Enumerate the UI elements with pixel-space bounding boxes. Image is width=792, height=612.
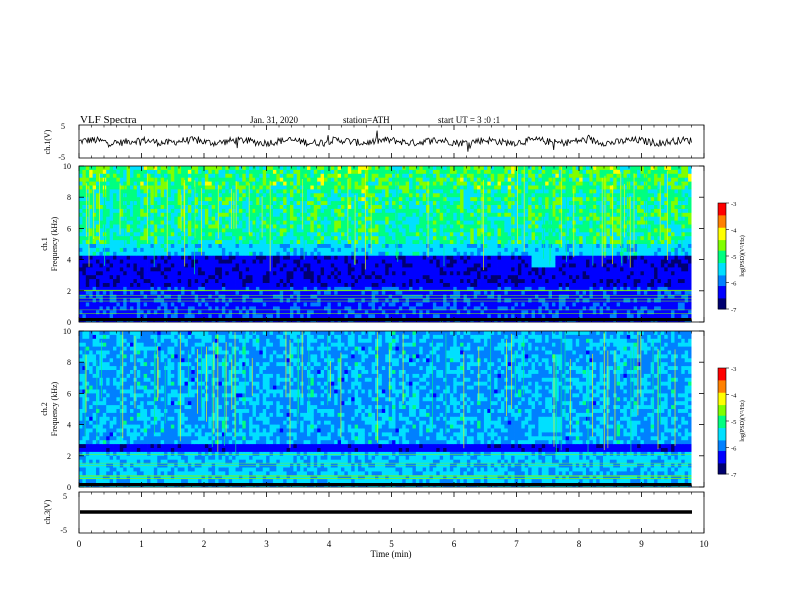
ch1-ytick-group: 0 2 4 6 8 10 [63, 162, 704, 327]
ch1-waveform-panel: 5 -5 ch.1(V) [43, 122, 705, 162]
time-tick-4: 4 [327, 539, 332, 549]
spec2-ytick-4: 4 [67, 421, 71, 430]
time-tick-5: 5 [389, 539, 394, 549]
time-tick-0: 0 [77, 539, 82, 549]
spec1-ytick-2: 2 [67, 287, 71, 296]
cbar2-label: log(PSD)(V²/Hz) [739, 400, 746, 441]
spec1-ytick-0: 0 [67, 318, 71, 327]
ch1-ytick-top: 5 [61, 122, 65, 131]
ch1-waveform-line [79, 130, 692, 152]
ch3-ytick-top: 5 [63, 492, 67, 501]
cbar1-tick-3: -6 [731, 281, 737, 288]
ch1-waveform-ylabel: ch.1(V) [43, 129, 52, 154]
ch2-spectrogram-ylabel-line2: Frequency (kHz) [50, 381, 59, 436]
ch1-spectrogram-ylabel-line1: ch.1 [40, 237, 49, 251]
ch2-spectrogram-panel: 0 2 4 6 8 10 ch.2 Frequency (kHz) -3 -4 -5 -6 -7 l… [40, 327, 746, 492]
station-label: station=ATH [343, 115, 390, 125]
cbar1-tick-0: -3 [731, 201, 736, 208]
spec2-ytick-6: 6 [67, 389, 71, 398]
ch1-colorbar: -3 -4 -5 -6 -7 log(PSD)(V²/Hz) [717, 201, 746, 314]
ch1-spectrogram-image [79, 166, 704, 323]
spec1-ytick-10: 10 [63, 162, 71, 171]
ch1-ytick-bottom: -5 [58, 153, 65, 162]
cbar1-tick-4: -7 [731, 307, 737, 314]
ch2-ytick-group: 0 2 4 6 8 10 [63, 327, 704, 492]
time-tick-1: 1 [139, 539, 144, 549]
spec2-ytick-0: 0 [67, 483, 71, 492]
ch2-spectrogram-ylabel-line1: ch.2 [40, 402, 49, 416]
time-tick-6: 6 [452, 539, 457, 549]
time-axis-label: Time (min) [371, 549, 412, 559]
ch1-spectrogram-panel: 0 2 4 6 8 10 ch.1 Frequency (kHz) -3 -4 -5 -6 -7 l… [40, 162, 746, 327]
spec1-ytick-8: 8 [67, 193, 71, 202]
time-tick-9: 9 [639, 539, 644, 549]
ch3-waveform-panel: 5 -5 ch.3(V) [43, 491, 705, 535]
spec2-ytick-10: 10 [63, 327, 71, 336]
cbar2-tick-0: -3 [731, 366, 736, 373]
cbar2-tick-3: -6 [731, 446, 737, 453]
spec1-ytick-6: 6 [67, 224, 71, 233]
time-tick-8: 8 [577, 539, 582, 549]
spec2-ytick-8: 8 [67, 358, 71, 367]
time-tick-2: 2 [202, 539, 207, 549]
time-axis: 0 1 2 3 4 5 6 7 8 9 10 [77, 125, 709, 549]
ch2-spectrogram-image [79, 331, 704, 488]
cbar2-tick-2: -5 [731, 419, 736, 426]
figure-title: VLF Spectra [80, 114, 137, 126]
time-tick-7: 7 [514, 539, 519, 549]
cbar1-label: log(PSD)(V²/Hz) [739, 235, 746, 276]
time-tick-3: 3 [264, 539, 269, 549]
cbar1-tick-1: -4 [731, 228, 737, 235]
cbar2-tick-4: -7 [731, 472, 737, 479]
spec2-ytick-2: 2 [67, 452, 71, 461]
cbar1-tick-2: -5 [731, 254, 736, 261]
cbar2-tick-1: -4 [731, 393, 737, 400]
start-ut-label: start UT = 3 :0 :1 [438, 115, 500, 125]
spec1-ytick-4: 4 [67, 256, 71, 265]
ch2-colorbar: -3 -4 -5 -6 -7 log(PSD)(V²/Hz) [717, 366, 746, 479]
ch3-waveform-ylabel: ch.3(V) [43, 499, 52, 524]
date-label: Jan. 31, 2020 [250, 115, 298, 125]
ch1-spectrogram-ylabel-line2: Frequency (kHz) [50, 216, 59, 271]
time-tick-10: 10 [700, 539, 710, 549]
ch3-ytick-bottom: -5 [60, 526, 67, 535]
